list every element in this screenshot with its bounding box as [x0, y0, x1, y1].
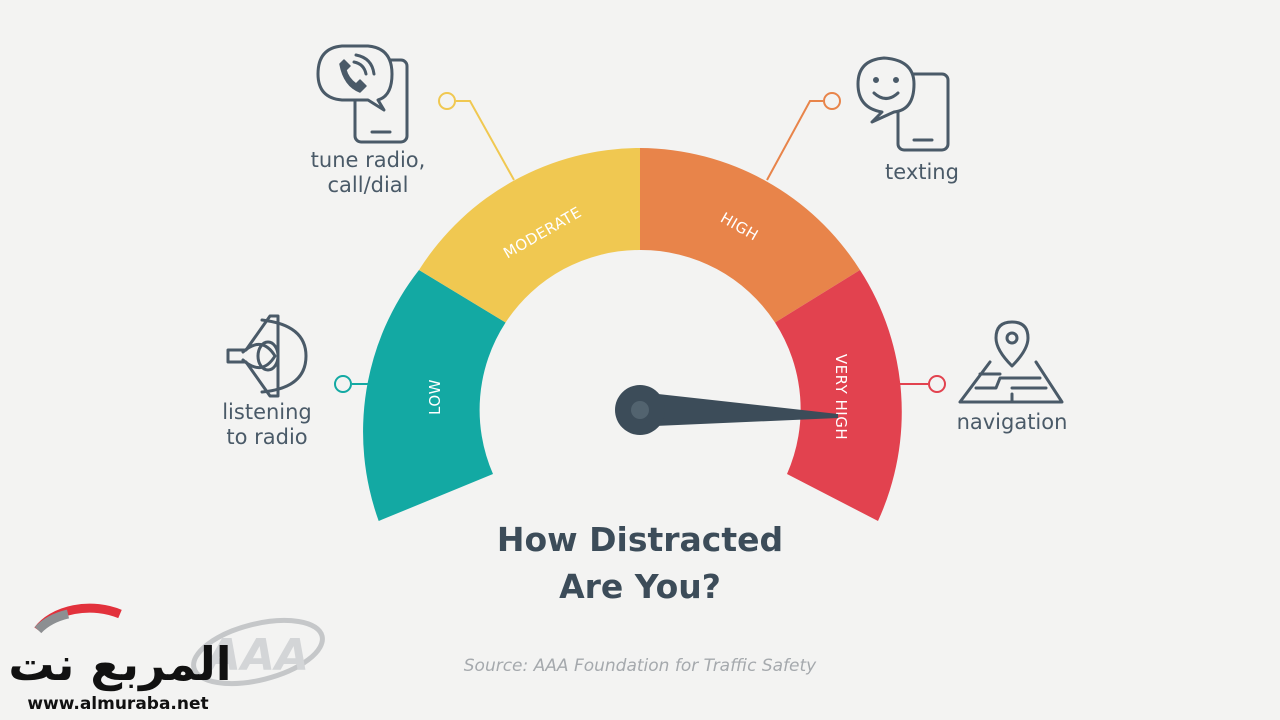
phone-chat-icon: [856, 56, 950, 152]
title-line-1: How Distracted: [497, 520, 783, 559]
callout-label-texting: texting: [885, 160, 959, 184]
callout-label-navigation: navigation: [957, 410, 1068, 434]
callout-label-tune-radio-1: tune radio,: [311, 148, 426, 172]
source-name: AAA Foundation for Traffic Safety: [533, 656, 818, 676]
gauge-segment-moderate: [419, 148, 640, 323]
watermark-arabic: المربع نت: [8, 637, 231, 691]
gauge-needle: [615, 385, 838, 435]
title-line-2: Are You?: [559, 567, 721, 606]
callout-connectors: [334, 92, 946, 393]
gauge-segment-low: [363, 270, 506, 521]
watermark-url: www.almuraba.net: [27, 694, 208, 714]
callout-label-listening-2: to radio: [226, 425, 307, 449]
segment-label-low: LOW: [426, 379, 444, 415]
phone-call-icon: [316, 44, 409, 144]
watermark: AAA المربع نت www.almuraba.net: [8, 603, 325, 714]
aaa-logo: AAA: [191, 617, 325, 687]
aaa-logo-text: AAA: [204, 630, 309, 681]
gauge-segment-very-high: [775, 270, 902, 521]
speaker-icon: [226, 314, 308, 398]
gauge: LOW MODERATE HIGH VERY HIGH: [363, 148, 902, 521]
source-credit: Source: AAA Foundation for Traffic Safet…: [464, 656, 817, 676]
segment-label-very-high: VERY HIGH: [832, 354, 850, 440]
callout-label-tune-radio-2: call/dial: [327, 173, 408, 197]
gauge-segment-high: [640, 148, 860, 323]
source-prefix: Source:: [464, 656, 529, 676]
callout-label-listening-1: listening: [222, 400, 312, 424]
map-pin-icon: [958, 320, 1064, 404]
